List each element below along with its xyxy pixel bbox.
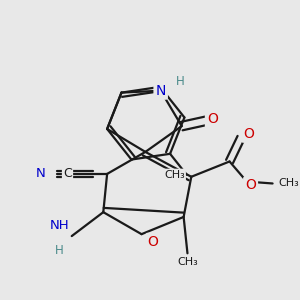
Text: N: N [155,84,166,98]
Text: CH₃: CH₃ [164,170,185,180]
Text: H: H [176,75,185,88]
Text: C: C [63,167,72,180]
Text: O: O [245,178,256,192]
Text: H: H [55,244,64,257]
Text: O: O [148,235,158,249]
Text: O: O [243,127,254,141]
Text: NH: NH [50,219,70,232]
Text: O: O [207,112,218,126]
Text: N: N [36,167,46,180]
Text: CH₃: CH₃ [177,257,198,267]
Text: CH₃: CH₃ [278,178,299,188]
